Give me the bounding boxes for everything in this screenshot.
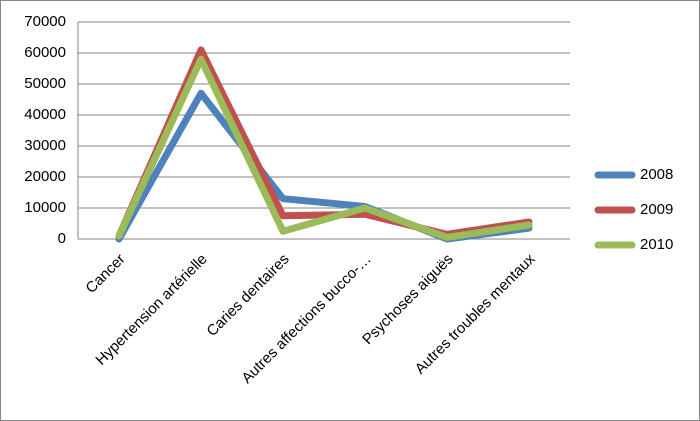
legend-label: 2010	[640, 236, 673, 253]
y-tick-label: 60000	[24, 44, 66, 61]
y-tick-label: 40000	[24, 106, 66, 123]
line-series	[115, 55, 533, 241]
y-tick-label: 10000	[24, 199, 66, 216]
legend-label: 2008	[640, 166, 673, 183]
y-tick-label: 0	[58, 230, 66, 247]
y-tick-label: 30000	[24, 137, 66, 154]
legend-label: 2009	[640, 201, 673, 218]
y-tick-label: 70000	[24, 13, 66, 30]
y-tick-label: 50000	[24, 75, 66, 92]
y-tick-label: 20000	[24, 168, 66, 185]
